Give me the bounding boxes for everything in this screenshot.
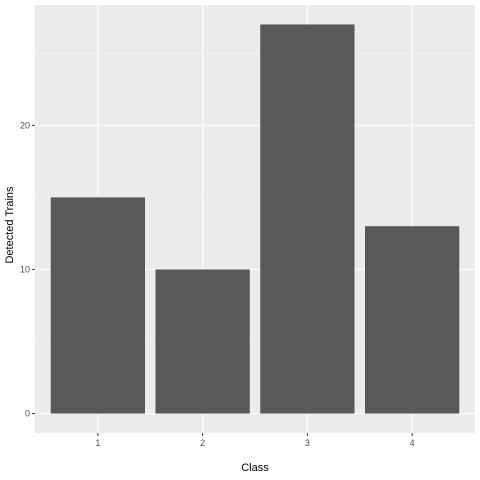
bars-group xyxy=(50,24,460,414)
y-axis-ticks: 0 10 20 xyxy=(20,120,35,419)
y-tick-label: 10 xyxy=(20,264,30,274)
x-tick-label: 2 xyxy=(200,438,205,448)
bar-class-4 xyxy=(365,226,460,414)
x-axis-ticks: 1 2 3 4 xyxy=(95,433,415,448)
bar-class-3 xyxy=(260,24,355,414)
bar-class-2 xyxy=(155,269,250,414)
x-tick-label: 4 xyxy=(410,438,415,448)
bar-class-1 xyxy=(50,197,145,414)
y-tick-label: 0 xyxy=(25,409,30,419)
y-axis-title: Detected Trains xyxy=(4,186,16,264)
x-axis-title: Class xyxy=(241,462,269,474)
y-tick-label: 20 xyxy=(20,120,30,130)
x-tick-label: 1 xyxy=(95,438,100,448)
x-tick-label: 3 xyxy=(305,438,310,448)
